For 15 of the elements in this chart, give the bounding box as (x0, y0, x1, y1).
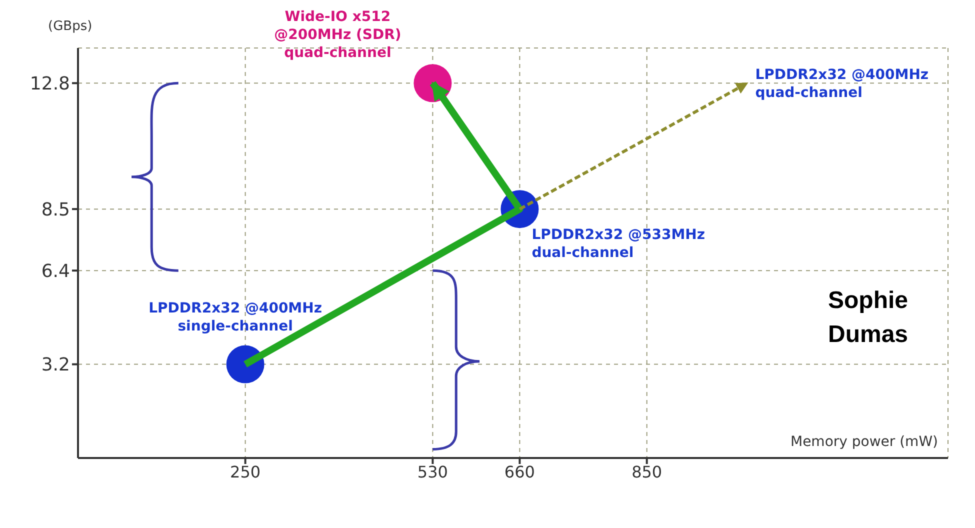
annotation: Sophie Dumas (828, 287, 908, 348)
annotation: Wide-IO x512 @200MHz (SDR) quad-channel (274, 9, 402, 62)
y-tick-label: 12.8 (30, 74, 70, 95)
annotation: LPDDR2x32 @533MHz dual-channel (532, 227, 706, 262)
annotation: LPDDR2x32 @400MHz single-channel (148, 300, 322, 334)
x-axis-title: Memory power (mW) (790, 434, 938, 450)
x-tick-label: 850 (632, 462, 662, 482)
x-tick-label: 530 (417, 462, 448, 482)
y-tick-label: 3.2 (41, 354, 70, 376)
annotation: LPDDR2x32 @400MHz quad-channel (755, 67, 929, 102)
y-tick-label: 6.4 (41, 260, 70, 282)
y-tick-label: 8.5 (41, 199, 70, 220)
x-tick-label: 250 (230, 462, 261, 482)
y-axis-title: (GBps) (48, 19, 92, 34)
x-tick-label: 660 (504, 462, 535, 482)
